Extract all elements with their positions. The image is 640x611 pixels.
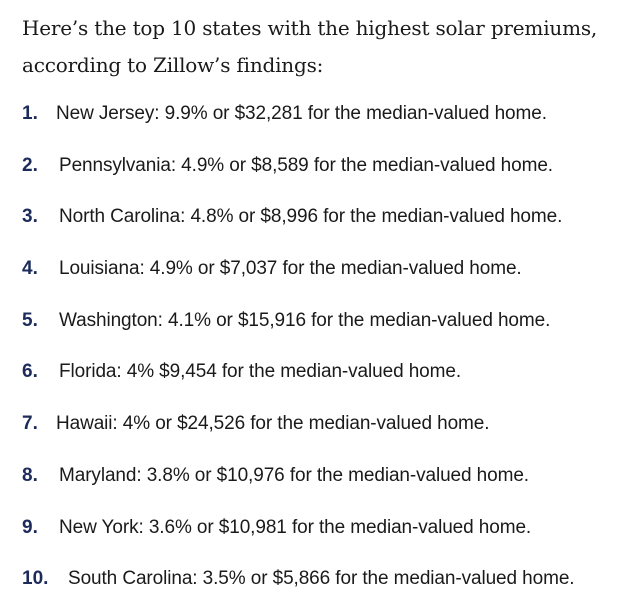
list-number: 5. <box>22 309 38 331</box>
list-text: Louisiana: 4.9% or $7,037 for the median… <box>59 258 522 280</box>
list-item: 1. New Jersey: 9.9% or $32,281 for the m… <box>22 94 637 146</box>
list-text: Washington: 4.1% or $15,916 for the medi… <box>59 309 551 331</box>
list-item: 10. South Carolina: 3.5% or $5,866 for t… <box>22 559 637 611</box>
list-number: 8. <box>22 464 38 486</box>
list-number: 7. <box>22 413 38 435</box>
list-item: 6. Florida: 4% $9,454 for the median-val… <box>22 352 637 404</box>
list-number: 4. <box>22 258 38 280</box>
intro-line-1: Here’s the top 10 states with the highes… <box>22 16 598 40</box>
list-text: South Carolina: 3.5% or $5,866 for the m… <box>68 568 575 590</box>
list-item: 3. North Carolina: 4.8% or $8,996 for th… <box>22 197 637 249</box>
list-item: 4. Louisiana: 4.9% or $7,037 for the med… <box>22 249 637 301</box>
list-text: North Carolina: 4.8% or $8,996 for the m… <box>59 206 563 228</box>
list-item: 2. Pennsylvania: 4.9% or $8,589 for the … <box>22 146 637 198</box>
list-number: 2. <box>22 154 38 176</box>
intro-line-2: according to Zillow’s findings: <box>22 53 324 77</box>
intro-paragraph: Here’s the top 10 states with the highes… <box>22 10 622 84</box>
states-list: 1. New Jersey: 9.9% or $32,281 for the m… <box>22 94 637 611</box>
list-item: 5. Washington: 4.1% or $15,916 for the m… <box>22 301 637 353</box>
list-text: New York: 3.6% or $10,981 for the median… <box>59 516 532 538</box>
list-number: 6. <box>22 361 38 383</box>
list-number: 10. <box>22 568 49 590</box>
list-number: 9. <box>22 516 38 538</box>
list-item: 9. New York: 3.6% or $10,981 for the med… <box>22 508 637 560</box>
list-text: New Jersey: 9.9% or $32,281 for the medi… <box>56 103 547 124</box>
list-text: Florida: 4% $9,454 for the median-valued… <box>59 361 462 383</box>
list-number: 1. <box>22 103 38 124</box>
list-text: Pennsylvania: 4.9% or $8,589 for the med… <box>59 154 553 176</box>
list-text: Maryland: 3.8% or $10,976 for the median… <box>59 464 529 486</box>
list-number: 3. <box>22 206 38 228</box>
list-item: 8. Maryland: 3.8% or $10,976 for the med… <box>22 456 637 508</box>
list-item: 7. Hawaii: 4% or $24,526 for the median-… <box>22 404 637 456</box>
list-text: Hawaii: 4% or $24,526 for the median-val… <box>56 413 490 435</box>
